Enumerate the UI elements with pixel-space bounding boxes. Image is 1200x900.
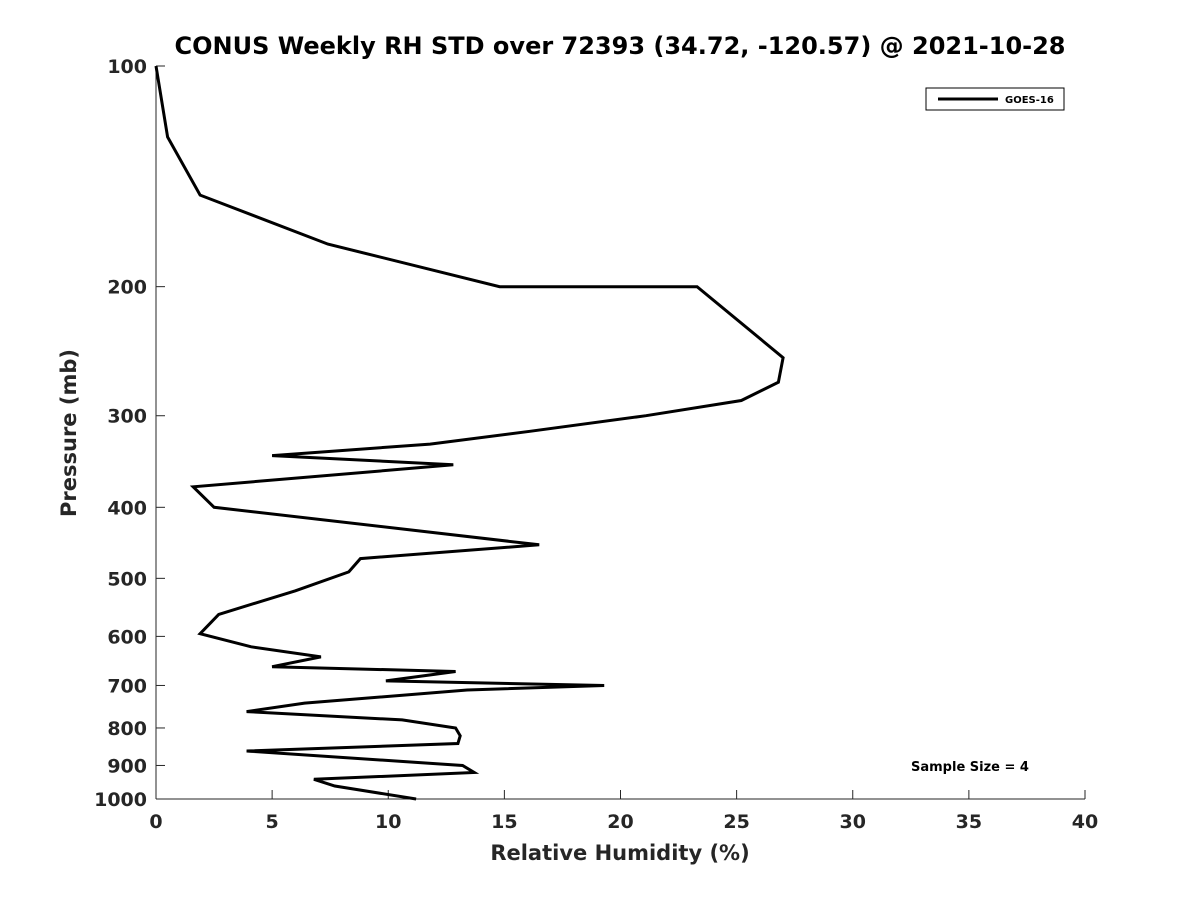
y-tick-label: 400: [107, 497, 147, 519]
x-tick-label: 25: [723, 811, 749, 833]
y-tick-label: 900: [107, 755, 147, 777]
series-line-goes-16: [154, 65, 785, 801]
x-tick-label: 35: [956, 811, 982, 833]
x-tick-label: 20: [607, 811, 633, 833]
y-axis: 100 200 300 400 500 600 700 800 900 1000: [94, 56, 165, 811]
x-axis: 0 5 10 15 20 25 30 35 40: [149, 790, 1098, 833]
sample-size-annotation: Sample Size = 4: [911, 760, 1029, 775]
y-tick-label: 200: [107, 277, 147, 299]
x-axis-label: Relative Humidity (%): [490, 841, 749, 865]
x-tick-label: 10: [375, 811, 401, 833]
y-tick-label: 800: [107, 718, 147, 740]
y-tick-label: 600: [107, 626, 147, 648]
y-tick-label: 300: [107, 406, 147, 428]
series-layer: [154, 65, 785, 801]
y-tick-label: 1000: [94, 789, 147, 811]
x-tick-label: 30: [840, 811, 866, 833]
y-axis-label: Pressure (mb): [57, 349, 81, 517]
x-tick-label: 5: [266, 811, 279, 833]
x-tick-label: 15: [491, 811, 517, 833]
x-tick-label: 0: [149, 811, 162, 833]
x-tick-label: 40: [1072, 811, 1098, 833]
y-tick-label: 100: [107, 56, 147, 78]
legend-label: GOES-16: [1005, 95, 1054, 106]
chart-title: CONUS Weekly RH STD over 72393 (34.72, -…: [174, 32, 1065, 60]
y-tick-label: 700: [107, 675, 147, 697]
y-tick-label: 500: [107, 568, 147, 590]
legend: GOES-16: [925, 87, 1065, 111]
